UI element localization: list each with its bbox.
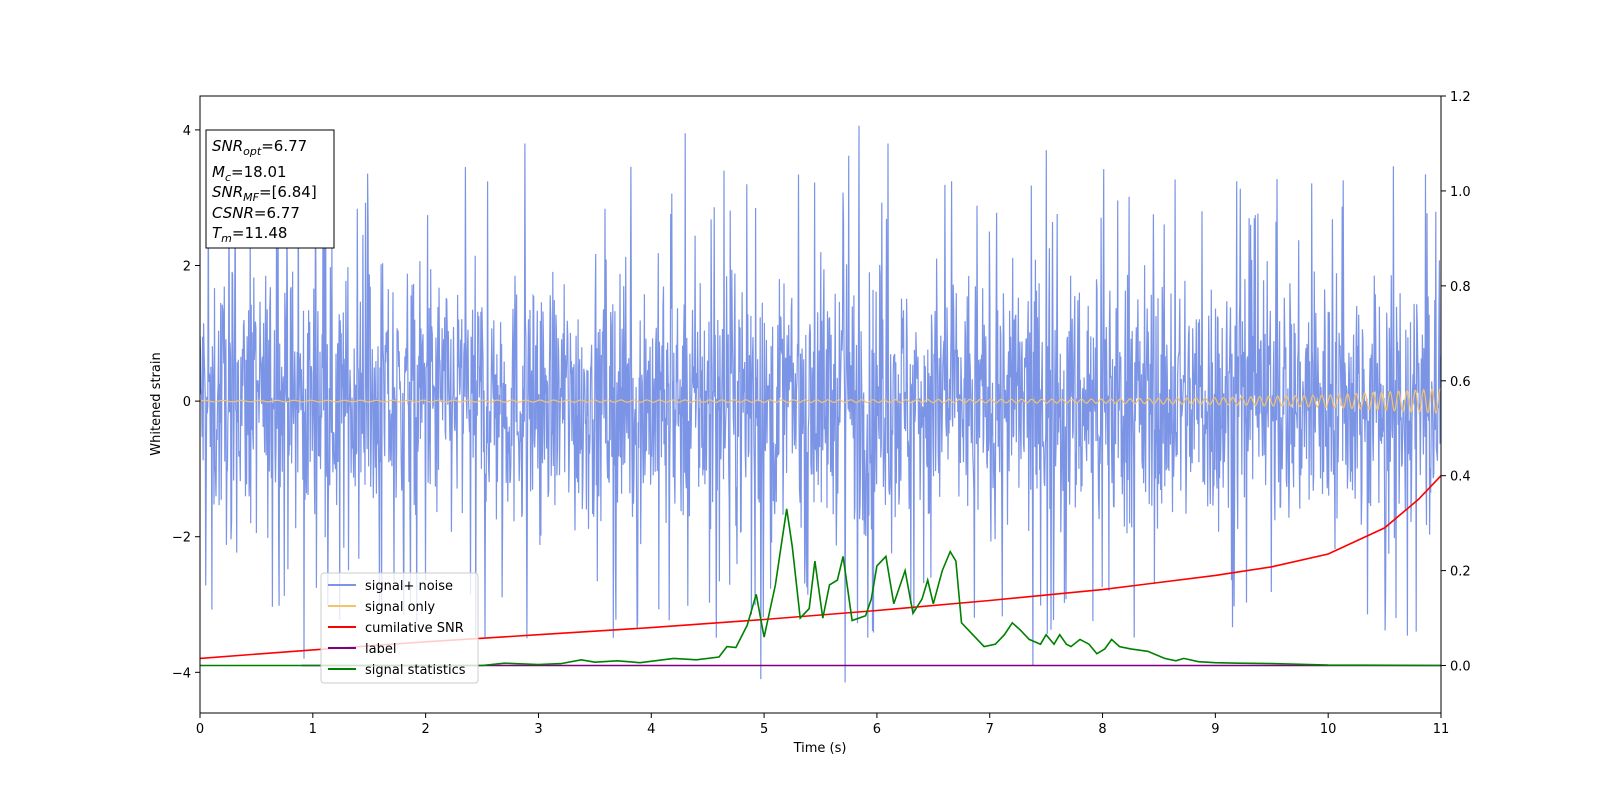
- y-right-tick-label: 0.0: [1450, 660, 1471, 675]
- plot-frame: [199, 95, 1442, 714]
- y-left-tick-label: 0: [183, 395, 191, 410]
- stat-snr-mf: SNRMF=[6.84]: [212, 183, 317, 204]
- x-tick-label: 6: [873, 722, 881, 737]
- y-right-tick-label: 0.6: [1450, 375, 1471, 390]
- x-axis-label: Time (s): [793, 741, 847, 756]
- stats-box: SNRopt=6.77 Mc=18.01 SNRMF=[6.84] CSNR=6…: [205, 129, 335, 249]
- y-right-tick-label: 0.4: [1450, 470, 1471, 485]
- axes-layer: 0 1 2 3 4 5 6 7 8 9 10 11 −4 −2 0 2 4 0.0 0.2 0.4 0.6 0.8 1.0 1…: [172, 90, 1471, 737]
- stat-snr-opt: SNRopt=6.77: [212, 137, 307, 158]
- x-tick-label: 11: [1433, 722, 1450, 737]
- legend-label-signal-statistics: signal statistics: [365, 663, 466, 678]
- stat-mc: Mc=18.01: [212, 163, 287, 184]
- y-left-tick-label: 4: [183, 124, 191, 139]
- series-signal-noise-line: [200, 125, 1441, 683]
- legend-label-cumulative-snr: cumilative SNR: [365, 621, 464, 636]
- y-right-tick-label: 1.0: [1450, 185, 1471, 200]
- x-tick-label: 4: [647, 722, 655, 737]
- x-tick-label: 7: [986, 722, 994, 737]
- y-left-tick-label: −2: [172, 531, 191, 546]
- y-axis-label: Whitened strain: [149, 352, 164, 455]
- x-tick-label: 9: [1211, 722, 1219, 737]
- legend-label-signal-only: signal only: [365, 600, 435, 615]
- y-right-tick-label: 0.2: [1450, 565, 1471, 580]
- legend: signal+ noise signal only cumilative SNR…: [320, 572, 479, 684]
- stat-csnr: CSNR=6.77: [212, 204, 300, 222]
- legend-label-label: label: [365, 642, 396, 657]
- y-left-tick-label: −4: [172, 666, 191, 681]
- y-right-tick-label: 0.8: [1450, 280, 1471, 295]
- legend-label-signal-noise: signal+ noise: [365, 579, 453, 594]
- x-tick-label: 5: [760, 722, 768, 737]
- y-left-tick-label: 2: [183, 260, 191, 275]
- x-tick-label: 2: [421, 722, 429, 737]
- series-signal-only-line: [200, 387, 1441, 415]
- legend-frame: [320, 572, 479, 684]
- x-tick-label: 0: [196, 722, 204, 737]
- stat-tm: Tm=11.48: [212, 224, 287, 245]
- x-tick-label: 10: [1320, 722, 1337, 737]
- x-tick-label: 1: [309, 722, 317, 737]
- x-tick-label: 3: [534, 722, 542, 737]
- x-tick-label: 8: [1098, 722, 1106, 737]
- y-right-tick-label: 1.2: [1450, 90, 1471, 105]
- stats-box-frame: [205, 129, 335, 249]
- series-signal-statistics-line: [200, 508, 1441, 667]
